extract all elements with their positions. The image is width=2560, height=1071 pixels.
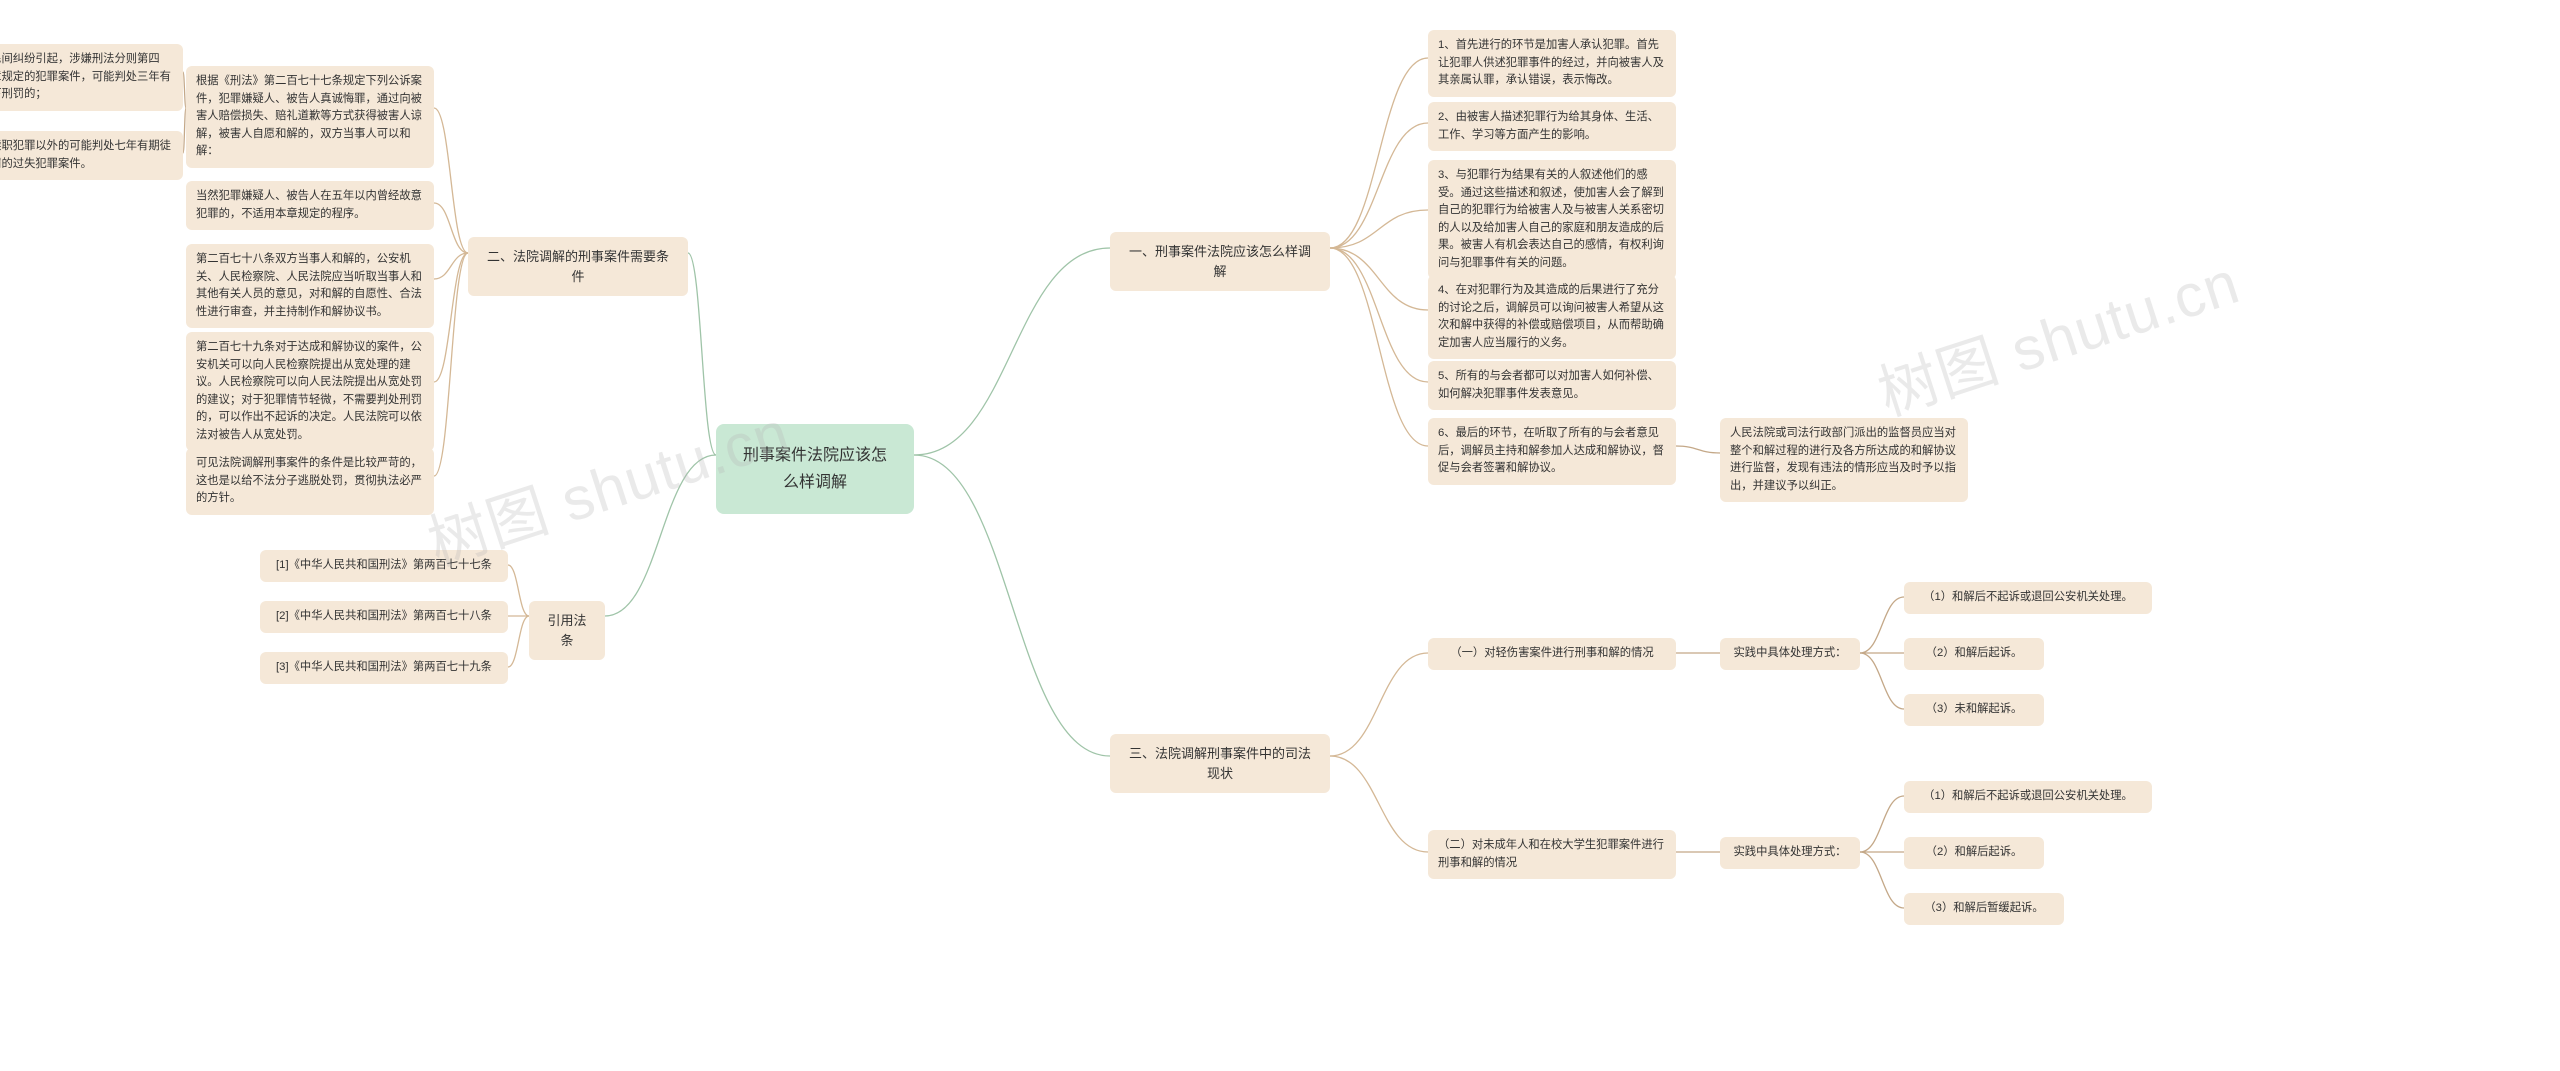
leaf-b2_1a: （一）因民间纠纷引起，涉嫌刑法分则第四章、第五章规定的犯罪案件，可能判处三年有期… <box>0 44 183 111</box>
leaf-b2_5: 可见法院调解刑事案件的条件是比较严苛的，这也是以给不法分子逃脱处罚，贯彻执法必严… <box>186 448 434 515</box>
leaf-b3_1: （一）对轻伤害案件进行刑事和解的情况 <box>1428 638 1676 670</box>
branch-b2: 二、法院调解的刑事案件需要条件 <box>468 237 688 296</box>
leaf-b2_2: 当然犯罪嫌疑人、被告人在五年以内曾经故意犯罪的，不适用本章规定的程序。 <box>186 181 434 230</box>
root-node: 刑事案件法院应该怎么样调解 <box>716 424 914 514</box>
leaf-b3_1a: 实践中具体处理方式： <box>1720 638 1860 670</box>
leaf-b2_1: 根据《刑法》第二百七十七条规定下列公诉案件，犯罪嫌疑人、被告人真诚悔罪，通过向被… <box>186 66 434 168</box>
leaf-b2_1b: （二）除渎职犯罪以外的可能判处七年有期徒刑以下刑罚的过失犯罪案件。 <box>0 131 183 180</box>
leaf-b3_1a3: （3）未和解起诉。 <box>1904 694 2044 726</box>
branch-b3: 三、法院调解刑事案件中的司法现状 <box>1110 734 1330 793</box>
branch-b1: 一、刑事案件法院应该怎么样调解 <box>1110 232 1330 291</box>
leaf-b1_3: 3、与犯罪行为结果有关的人叙述他们的感受。通过这些描述和叙述，使加害人会了解到自… <box>1428 160 1676 279</box>
leaf-b1_6_1: 人民法院或司法行政部门派出的监督员应当对整个和解过程的进行及各方所达成的和解协议… <box>1720 418 1968 502</box>
leaf-b3_1a2: （2）和解后起诉。 <box>1904 638 2044 670</box>
leaf-b1_6: 6、最后的环节，在听取了所有的与会者意见后，调解员主持和解参加人达成和解协议，督… <box>1428 418 1676 485</box>
leaf-b2_4: 第二百七十九条对于达成和解协议的案件，公安机关可以向人民检察院提出从宽处理的建议… <box>186 332 434 451</box>
leaf-b3_2a2: （2）和解后起诉。 <box>1904 837 2044 869</box>
leaf-b4_3: [3]《中华人民共和国刑法》第两百七十九条 <box>260 652 508 684</box>
leaf-b3_1a1: （1）和解后不起诉或退回公安机关处理。 <box>1904 582 2152 614</box>
leaf-b1_2: 2、由被害人描述犯罪行为给其身体、生活、工作、学习等方面产生的影响。 <box>1428 102 1676 151</box>
leaf-b1_4: 4、在对犯罪行为及其造成的后果进行了充分的讨论之后，调解员可以询问被害人希望从这… <box>1428 275 1676 359</box>
watermark: 树图 shutu.cn <box>1866 234 2249 432</box>
leaf-b1_5: 5、所有的与会者都可以对加害人如何补偿、如何解决犯罪事件发表意见。 <box>1428 361 1676 410</box>
leaf-b4_1: [1]《中华人民共和国刑法》第两百七十七条 <box>260 550 508 582</box>
leaf-b4_2: [2]《中华人民共和国刑法》第两百七十八条 <box>260 601 508 633</box>
leaf-b1_1: 1、首先进行的环节是加害人承认犯罪。首先让犯罪人供述犯罪事件的经过，并向被害人及… <box>1428 30 1676 97</box>
leaf-b2_3: 第二百七十八条双方当事人和解的，公安机关、人民检察院、人民法院应当听取当事人和其… <box>186 244 434 328</box>
leaf-b3_2a: 实践中具体处理方式： <box>1720 837 1860 869</box>
leaf-b3_2a1: （1）和解后不起诉或退回公安机关处理。 <box>1904 781 2152 813</box>
branch-b4: 引用法条 <box>529 601 605 660</box>
leaf-b3_2: （二）对未成年人和在校大学生犯罪案件进行刑事和解的情况 <box>1428 830 1676 879</box>
leaf-b3_2a3: （3）和解后暂缓起诉。 <box>1904 893 2064 925</box>
